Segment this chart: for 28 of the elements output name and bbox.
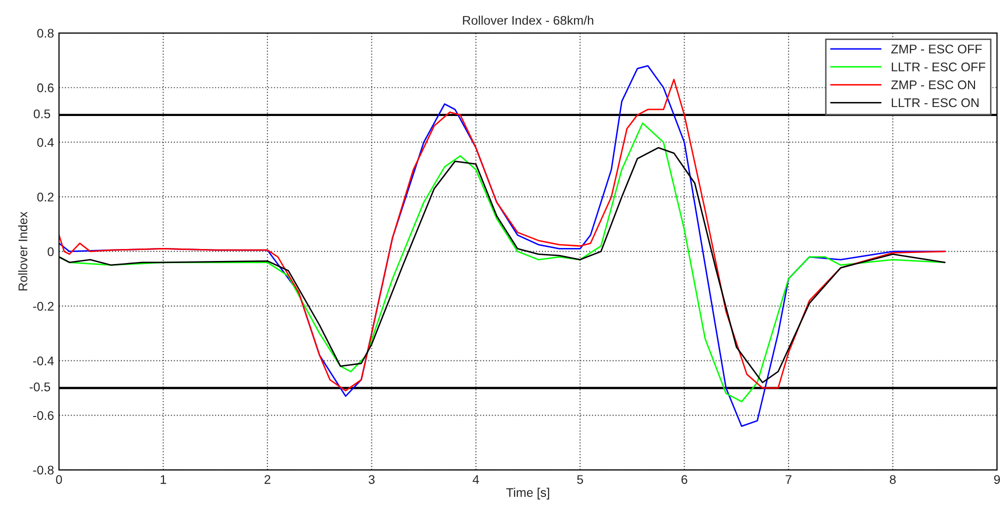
x-tick-label: 4 [472,475,479,484]
x-tick-label: 9 [994,475,1000,484]
legend-label: LLTR - ESC ON [892,98,978,108]
ref-line-label: -0.5 [30,382,50,392]
x-tick-label: 2 [264,475,270,484]
legend-label: LLTR - ESC OFF [892,62,986,72]
legend-label: ZMP - ESC OFF [891,44,982,54]
y-axis-title: Rollover Index [18,212,28,290]
ref-line-label: 0.5 [34,109,50,118]
x-tick-label: 6 [681,475,688,484]
x-tick-label: 3 [368,475,375,484]
x-axis-title: Time [s] [506,488,550,500]
y-tick-label: 0 [48,247,54,256]
y-tick-label: -0.4 [33,356,54,366]
x-tick-label: 5 [577,475,584,484]
y-tick-label: -0.8 [33,466,54,475]
x-tick-label: 7 [786,475,792,484]
y-tick-label: 0.4 [37,138,54,147]
y-tick-label: -0.6 [33,411,54,420]
x-tick-label: 8 [890,475,896,484]
y-tick-label: 0.2 [37,192,54,202]
y-tick-label: 0.8 [37,28,54,38]
x-tick-label: 1 [160,475,166,484]
x-tick-label: 0 [56,475,62,484]
chart-title: Rollover Index - 68km/h [463,16,594,25]
legend-label: ZMP - ESC ON [891,80,976,90]
y-tick-label: -0.2 [33,302,54,311]
y-tick-label: 0.6 [37,83,54,92]
